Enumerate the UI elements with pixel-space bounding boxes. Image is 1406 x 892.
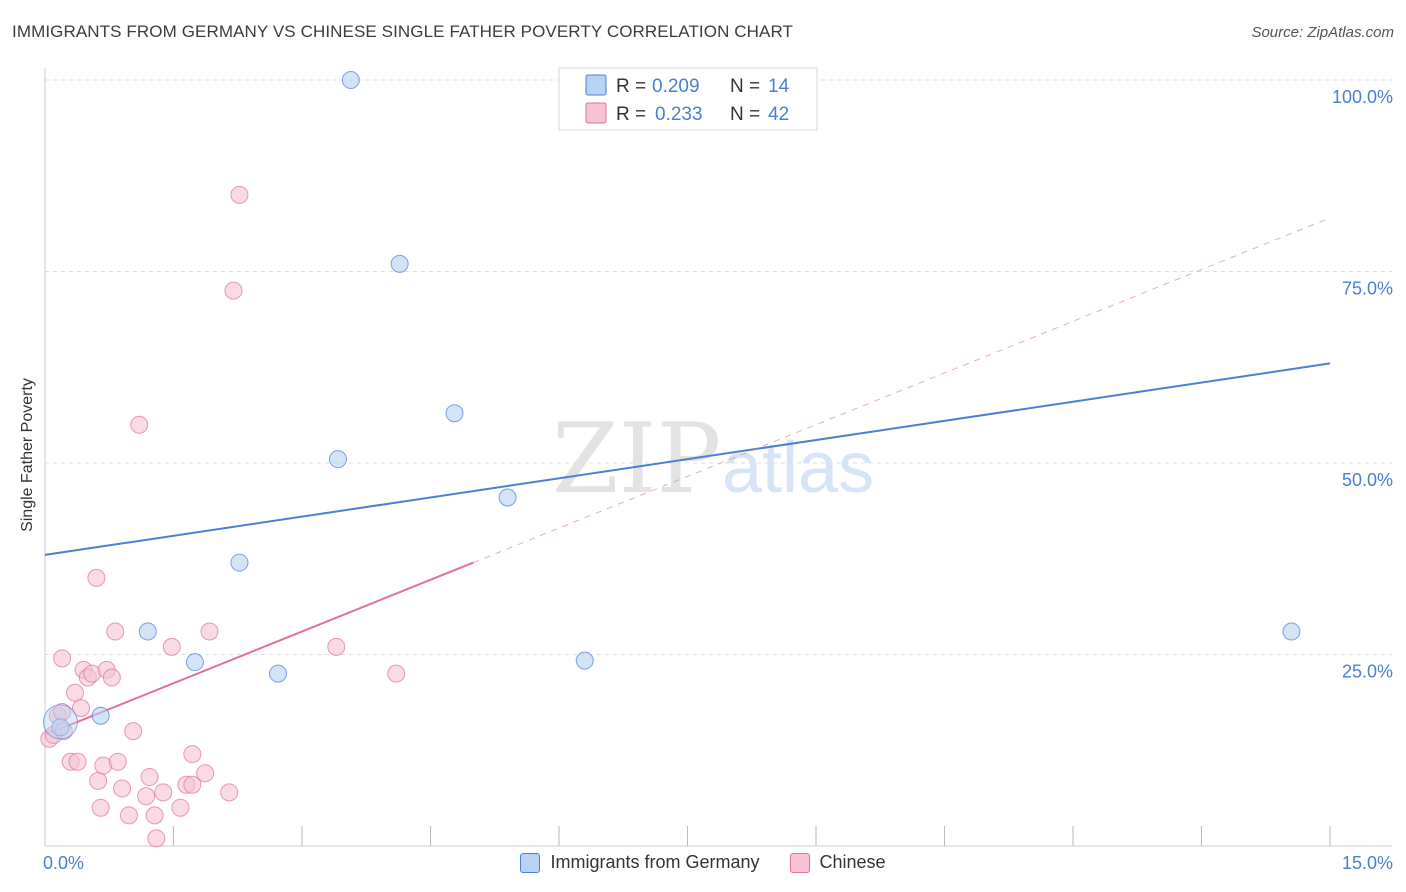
point-chinese [130, 415, 149, 434]
x-tick-label-min: 0.0% [43, 853, 84, 873]
legend-label-chinese: Chinese [819, 852, 886, 872]
y-tick-label: 25.0% [1342, 662, 1393, 682]
legend-swatch-germany [520, 852, 541, 873]
watermark-zip: ZIP [552, 403, 721, 515]
trend-layer [44, 217, 1331, 736]
y-tick-label: 100.0% [1332, 87, 1393, 107]
y-tick-label: 75.0% [1342, 279, 1393, 299]
point-chinese [91, 798, 110, 817]
stats-r-value-blue: 0.209 [652, 76, 700, 97]
point-chinese [224, 281, 243, 300]
point-chinese [147, 829, 166, 848]
point-germany [230, 553, 249, 572]
point-germany [91, 706, 110, 725]
watermark: ZIP atlas [552, 403, 874, 515]
stats-n-label-blue: N = [730, 76, 760, 97]
point-germany-cluster [42, 704, 78, 740]
point-chinese [140, 768, 159, 787]
point-chinese [220, 783, 239, 802]
point-chinese [106, 622, 125, 641]
stats-n-label-pink: N = [730, 104, 760, 125]
point-germany [51, 718, 70, 737]
point-germany [185, 653, 204, 672]
axes-layer: 25.0% 50.0% 75.0% 100.0% [44, 68, 1393, 847]
trend-line-1 [44, 561, 474, 736]
stats-r-label-pink: R = [616, 104, 646, 125]
legend-item-chinese: Chinese [789, 852, 886, 873]
point-chinese [137, 787, 156, 806]
stats-legend: R = 0.209 N = 14 R = 0.233 N = 42 [558, 67, 818, 131]
point-germany [328, 450, 347, 469]
stats-r-value-pink: 0.233 [655, 104, 703, 125]
source-label: Source: ZipAtlas.com [1251, 24, 1394, 41]
point-chinese [145, 806, 164, 825]
stats-n-value-pink: 42 [768, 104, 789, 125]
point-germany [269, 664, 288, 683]
point-chinese [200, 622, 219, 641]
watermark-atlas: atlas [722, 428, 874, 508]
point-germany [138, 622, 157, 641]
point-chinese [53, 649, 72, 668]
point-chinese [119, 806, 138, 825]
point-chinese [102, 668, 121, 687]
point-germany [1282, 622, 1301, 641]
point-chinese [183, 775, 202, 794]
point-chinese [71, 699, 90, 718]
legend-swatch-chinese [789, 852, 810, 873]
point-chinese [108, 752, 127, 771]
y-tick-label: 50.0% [1342, 470, 1393, 490]
grid-layer [45, 79, 1392, 655]
x-tick-label-max: 15.0% [1342, 853, 1393, 873]
stats-swatch-blue [585, 74, 607, 96]
point-chinese [162, 637, 181, 656]
point-chinese [68, 752, 87, 771]
point-chinese [65, 683, 84, 702]
legend-label-germany: Immigrants from Germany [550, 852, 760, 872]
stats-n-value-blue: 14 [768, 76, 790, 97]
chart-title: IMMIGRANTS FROM GERMANY VS CHINESE SINGL… [12, 22, 794, 41]
stats-swatch-pink [585, 102, 607, 124]
point-germany [341, 71, 360, 89]
trend-line-0 [44, 362, 1331, 556]
point-chinese [154, 783, 173, 802]
series-legend: Immigrants from Germany Chinese [0, 852, 1406, 873]
point-chinese [113, 779, 132, 798]
stats-r-label-blue: R = [616, 76, 646, 97]
point-chinese [124, 722, 143, 741]
point-chinese [196, 764, 215, 783]
point-chinese [89, 771, 108, 790]
point-germany [575, 651, 594, 670]
points-layer [40, 71, 1301, 848]
trend-line-extended-1 [473, 217, 1331, 564]
point-chinese [230, 185, 249, 204]
point-chinese [171, 798, 190, 817]
point-chinese [327, 637, 346, 656]
legend-item-germany: Immigrants from Germany [520, 852, 760, 873]
point-chinese [387, 664, 406, 683]
point-germany [445, 404, 464, 423]
point-germany [498, 488, 517, 507]
point-germany [390, 254, 409, 273]
point-chinese [87, 568, 106, 587]
point-chinese [183, 745, 202, 764]
